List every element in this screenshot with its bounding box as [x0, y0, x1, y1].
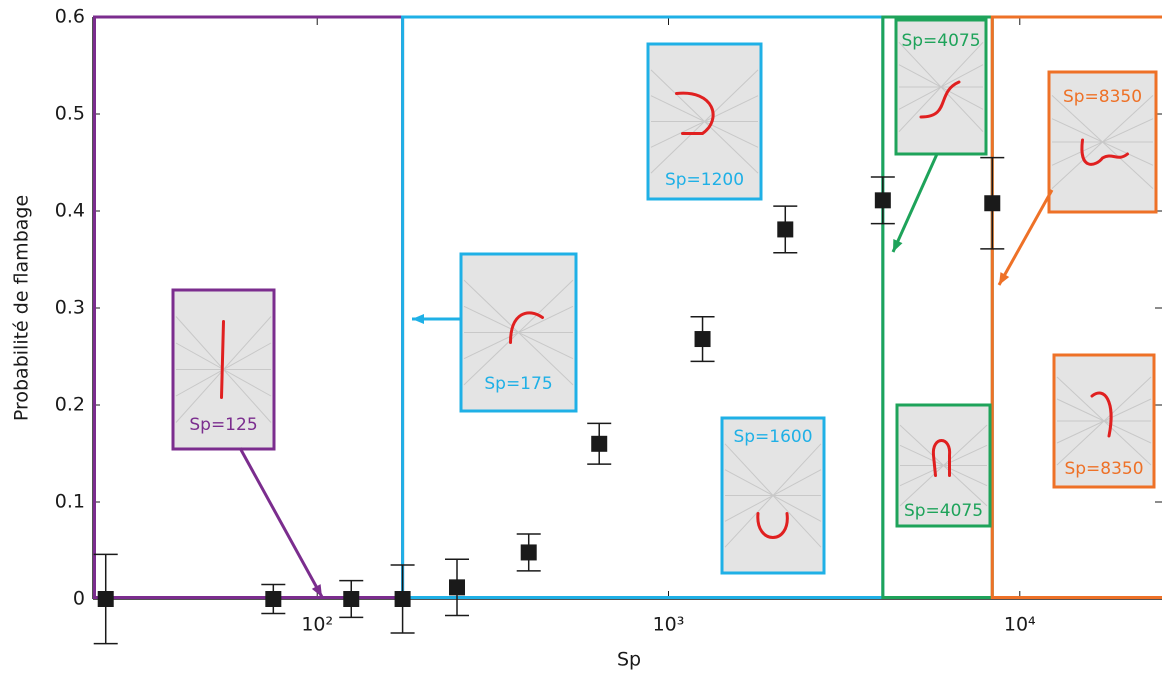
point — [394, 591, 411, 607]
point — [591, 435, 608, 452]
inset-streamline — [650, 69, 759, 174]
point — [874, 192, 891, 209]
inset-streamline — [724, 443, 822, 548]
inset-label: Sp=175 — [484, 374, 552, 394]
y-axis-label: Probabilité de flambage — [11, 195, 33, 421]
arrow-head — [311, 584, 322, 597]
y-tick-label: 0.4 — [55, 200, 85, 222]
fiber — [1080, 138, 1129, 166]
y-tick-label: 0.5 — [55, 103, 85, 125]
y-tick-label: 0.3 — [55, 297, 85, 319]
inset-label: Sp=8350 — [1064, 459, 1143, 479]
fiber — [919, 80, 961, 119]
y-tick-label: 0.6 — [55, 6, 85, 28]
inset-label: Sp=1600 — [733, 427, 812, 447]
inset-label: Sp=125 — [189, 415, 257, 435]
x-tick-label: 10² — [301, 614, 333, 636]
inset-streamline — [899, 424, 988, 507]
point — [265, 591, 282, 607]
point — [777, 221, 794, 238]
inset-label: Sp=8350 — [1063, 87, 1142, 107]
y-tick-label: 0.2 — [55, 394, 85, 416]
point — [984, 195, 1001, 212]
fiber — [220, 320, 225, 399]
x-tick-label: 10³ — [653, 614, 685, 636]
inset-label: Sp=1200 — [665, 170, 744, 190]
fiber — [931, 439, 952, 477]
arrow — [891, 153, 939, 253]
inset-streamline — [463, 279, 574, 386]
inset-label: Sp=4075 — [901, 31, 980, 51]
arrow — [238, 447, 324, 598]
point — [694, 331, 711, 348]
fiber — [675, 91, 715, 135]
y-tick-label: 0.1 — [55, 491, 85, 513]
inset-streamline — [1056, 376, 1152, 466]
region — [990, 15, 1162, 599]
point — [449, 579, 466, 596]
fiber — [509, 311, 544, 344]
point — [97, 591, 114, 607]
inset-streamline — [898, 41, 984, 133]
inset-streamline — [1051, 94, 1154, 190]
fiber — [756, 512, 789, 539]
arrow — [997, 189, 1054, 286]
point — [343, 591, 360, 607]
y-tick-label: 0 — [73, 588, 85, 610]
arrow-head — [999, 272, 1010, 285]
x-axis-label: Sp — [617, 649, 641, 671]
arrow-head — [412, 314, 424, 324]
inset-label: Sp=4075 — [904, 501, 983, 521]
x-tick-label: 10⁴ — [1004, 614, 1036, 636]
fiber — [1090, 391, 1113, 438]
arrow-head — [893, 239, 903, 252]
point — [520, 544, 537, 561]
